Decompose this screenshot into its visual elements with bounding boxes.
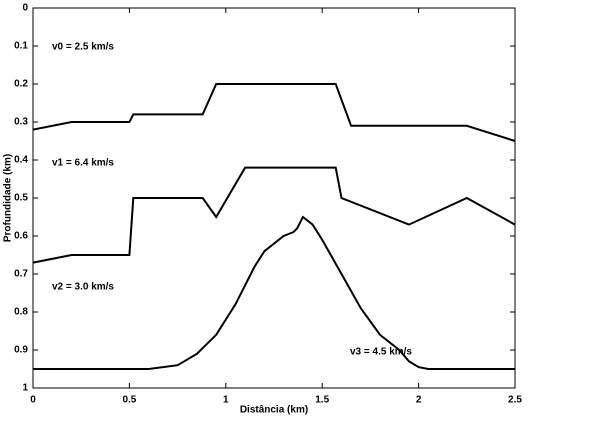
x-tick-label: 1: [223, 395, 229, 406]
y-tick-label: 0.5: [14, 193, 28, 204]
x-tick-label: 0.5: [122, 395, 136, 406]
x-axis-label: Distância (km): [240, 405, 308, 416]
interface-line: [33, 215, 515, 370]
y-tick-label: 0.6: [14, 231, 28, 242]
y-tick-label: 0.7: [14, 269, 28, 280]
layer-label: v3 = 4.5 km/s: [350, 347, 412, 358]
x-tick-label: 0: [30, 395, 36, 406]
y-tick-label: 0.2: [14, 79, 28, 90]
y-tick-label: 0: [22, 3, 28, 14]
layer-label: v0 = 2.5 km/s: [52, 42, 114, 53]
y-tick-label: 0.4: [14, 155, 28, 166]
x-tick-label: 2.5: [508, 395, 522, 406]
y-tick-label: 1: [22, 383, 28, 394]
y-axis-label: Profundidade (km): [3, 154, 14, 242]
x-tick-label: 1.5: [315, 395, 329, 406]
interface-line: [32, 83, 516, 142]
interface-line: [32, 166, 516, 264]
layer-label: v1 = 6.4 km/s: [52, 158, 114, 169]
y-tick-label: 0.3: [14, 117, 28, 128]
y-tick-label: 0.8: [14, 307, 28, 318]
plot-frame: [32, 7, 516, 389]
x-tick-label: 2: [416, 395, 422, 406]
y-tick-label: 0.9: [14, 345, 28, 356]
y-tick-label: 0.1: [14, 41, 28, 52]
layer-label: v2 = 3.0 km/s: [52, 282, 114, 293]
